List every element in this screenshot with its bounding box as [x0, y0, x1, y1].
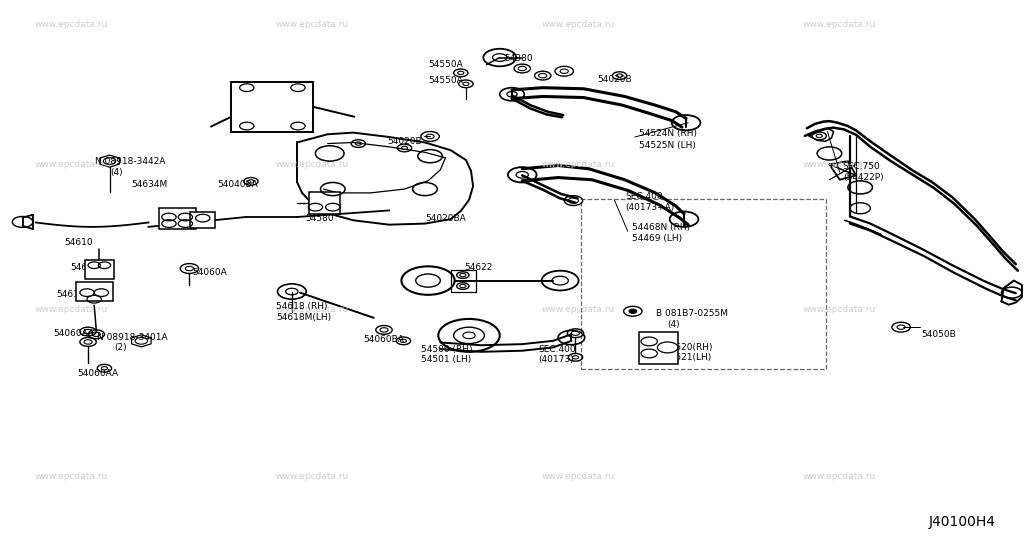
Text: 54524N (RH): 54524N (RH): [639, 129, 697, 138]
FancyBboxPatch shape: [309, 192, 340, 214]
Text: 54060A: 54060A: [193, 269, 227, 277]
Text: 54469 (LH): 54469 (LH): [632, 234, 682, 243]
Text: www.epcdata.ru: www.epcdata.ru: [542, 305, 615, 314]
Text: 54500 (RH): 54500 (RH): [421, 345, 472, 353]
Text: 54050B: 54050B: [922, 330, 956, 339]
Text: 54525N (LH): 54525N (LH): [639, 141, 696, 150]
Text: www.epcdata.ru: www.epcdata.ru: [275, 20, 349, 29]
Text: www.epcdata.ru: www.epcdata.ru: [542, 160, 615, 169]
Text: 54400M: 54400M: [248, 93, 284, 101]
Text: 54468N (RH): 54468N (RH): [632, 223, 690, 232]
Text: 54613: 54613: [71, 264, 99, 272]
Text: 54380: 54380: [504, 54, 532, 63]
Text: 54610: 54610: [65, 238, 93, 247]
Text: 54580: 54580: [305, 214, 334, 223]
Text: 54060AA: 54060AA: [77, 369, 118, 378]
Text: (2): (2): [115, 344, 127, 352]
FancyBboxPatch shape: [85, 260, 114, 279]
Text: (40173): (40173): [539, 355, 574, 364]
Text: www.epcdata.ru: www.epcdata.ru: [803, 160, 877, 169]
Text: 54020BA: 54020BA: [425, 214, 466, 223]
Text: 54020B: 54020B: [597, 75, 632, 84]
Text: SEC.400: SEC.400: [539, 345, 577, 353]
FancyBboxPatch shape: [231, 82, 313, 132]
Text: 54614: 54614: [56, 290, 85, 299]
Text: 54622: 54622: [464, 263, 493, 272]
Text: 54618 (RH): 54618 (RH): [276, 302, 328, 311]
Text: (4): (4): [668, 320, 680, 329]
Text: www.epcdata.ru: www.epcdata.ru: [35, 20, 109, 29]
Text: 54618M(LH): 54618M(LH): [276, 313, 332, 322]
Text: (4): (4): [111, 168, 123, 176]
Text: (40173+A): (40173+A): [626, 203, 675, 212]
Text: N 08918-3401A: N 08918-3401A: [97, 333, 168, 342]
Text: www.epcdata.ru: www.epcdata.ru: [542, 20, 615, 29]
Text: SEC.400: SEC.400: [626, 192, 664, 201]
Text: www.epcdata.ru: www.epcdata.ru: [35, 472, 109, 481]
Text: (54422P): (54422P): [843, 173, 884, 182]
Text: www.epcdata.ru: www.epcdata.ru: [803, 472, 877, 481]
Text: 54521(LH): 54521(LH): [665, 353, 712, 362]
FancyBboxPatch shape: [76, 282, 113, 301]
Text: 54634M: 54634M: [131, 180, 167, 189]
Text: www.epcdata.ru: www.epcdata.ru: [35, 305, 109, 314]
Text: 54501 (LH): 54501 (LH): [421, 355, 471, 364]
Text: 54040BA: 54040BA: [217, 180, 258, 189]
Text: www.epcdata.ru: www.epcdata.ru: [803, 20, 877, 29]
Text: www.epcdata.ru: www.epcdata.ru: [275, 472, 349, 481]
Text: 54520(RH): 54520(RH): [665, 343, 713, 352]
Circle shape: [629, 309, 637, 313]
Text: SEC.750: SEC.750: [843, 162, 881, 171]
Text: 54060BA: 54060BA: [364, 335, 404, 344]
Text: www.epcdata.ru: www.epcdata.ru: [803, 305, 877, 314]
Text: 54550A: 54550A: [428, 60, 463, 69]
FancyBboxPatch shape: [159, 208, 196, 229]
Text: B 081B7-0255M: B 081B7-0255M: [656, 309, 728, 318]
Text: www.epcdata.ru: www.epcdata.ru: [35, 160, 109, 169]
Text: N 08918-3442A: N 08918-3442A: [95, 157, 166, 165]
Text: www.epcdata.ru: www.epcdata.ru: [275, 305, 349, 314]
FancyBboxPatch shape: [190, 212, 215, 228]
Text: 54550A: 54550A: [428, 76, 463, 84]
Text: 54020B: 54020B: [387, 137, 422, 146]
Text: 54060AA: 54060AA: [53, 329, 94, 338]
FancyBboxPatch shape: [639, 332, 678, 364]
Text: www.epcdata.ru: www.epcdata.ru: [275, 160, 349, 169]
Text: J40100H4: J40100H4: [929, 515, 995, 529]
Text: www.epcdata.ru: www.epcdata.ru: [542, 472, 615, 481]
